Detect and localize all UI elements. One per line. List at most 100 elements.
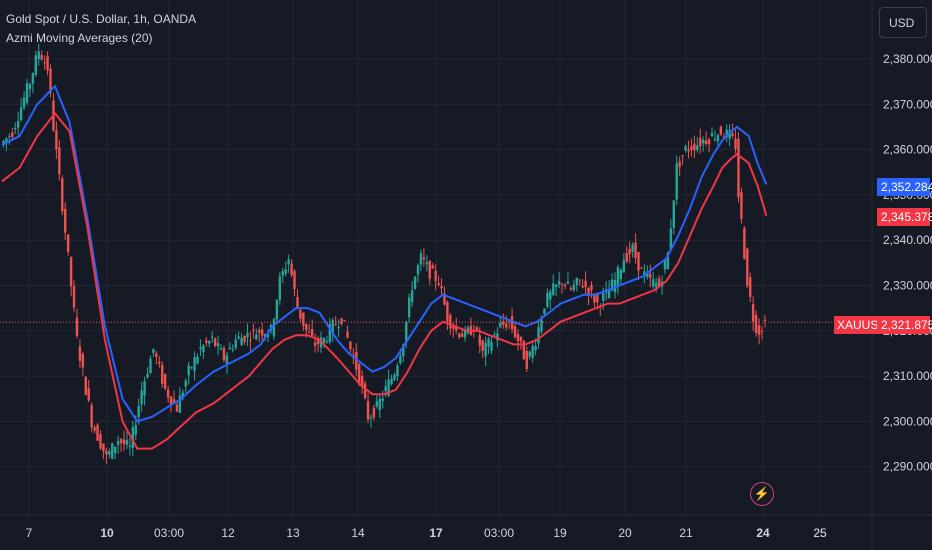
candle: [428, 259, 431, 285]
candle: [143, 376, 146, 406]
x-tick-label: 24: [756, 526, 770, 540]
candle: [619, 268, 623, 285]
candle: [481, 339, 484, 359]
candle: [696, 137, 699, 153]
candle: [531, 340, 534, 363]
candle: [102, 443, 105, 460]
candle: [425, 255, 429, 272]
candle: [8, 133, 11, 145]
candle: [763, 315, 767, 328]
candle: [587, 286, 590, 306]
candle: [158, 355, 161, 368]
candle: [381, 390, 384, 409]
candle: [108, 448, 111, 459]
x-tick-label: 17: [429, 526, 443, 540]
candle: [308, 324, 311, 334]
candle: [575, 277, 578, 292]
candle: [16, 111, 20, 138]
y-tick-label: 2,360.000: [883, 143, 932, 157]
candle: [234, 333, 237, 351]
candle: [537, 320, 540, 349]
symbol-tag: XAUUSD: [834, 316, 887, 334]
candle: [328, 318, 332, 345]
candle: [225, 352, 229, 374]
candle: [484, 336, 487, 367]
candle: [199, 339, 202, 356]
candle: [5, 137, 8, 152]
candle: [437, 275, 440, 287]
candle: [43, 55, 46, 70]
candle: [719, 125, 723, 136]
candle: [396, 362, 399, 382]
y-tick-label: 2,340.000: [883, 233, 932, 247]
candle: [710, 127, 714, 137]
currency-button[interactable]: USD: [879, 7, 927, 38]
candle: [654, 277, 658, 293]
candle: [687, 140, 690, 159]
candle: [284, 261, 287, 277]
candle: [296, 289, 299, 310]
candle: [725, 124, 728, 143]
candle: [155, 350, 158, 365]
candle: [128, 437, 132, 456]
symbol-title[interactable]: Gold Spot / U.S. Dollar, 1h, OANDA: [6, 12, 197, 26]
candle: [546, 288, 549, 309]
candle: [272, 317, 276, 340]
last-price-tag: 2,321.875: [877, 316, 932, 334]
x-tick-label: 7: [26, 526, 33, 540]
y-tick-label: 2,300.000: [883, 414, 932, 428]
candle: [625, 246, 628, 264]
candle: [502, 313, 505, 329]
candle: [569, 285, 573, 291]
candle: [704, 131, 708, 147]
candle: [161, 361, 164, 389]
candle: [669, 219, 673, 251]
candle: [554, 284, 558, 296]
candle: [751, 296, 755, 331]
candle: [572, 279, 576, 293]
candle: [228, 341, 232, 350]
candle: [349, 340, 352, 355]
indicator-title[interactable]: Azmi Moving Averages (20): [6, 31, 153, 45]
candles: [2, 43, 767, 464]
candle: [187, 361, 190, 385]
candle: [208, 339, 211, 348]
candle: [231, 344, 234, 353]
candle: [734, 128, 737, 154]
y-tick-label: 2,380.000: [883, 52, 932, 66]
candle: [249, 331, 252, 351]
candle: [184, 378, 187, 393]
candle: [216, 335, 220, 356]
candle: [760, 326, 764, 340]
candle: [690, 138, 693, 157]
candle: [125, 431, 129, 449]
candle: [78, 339, 82, 368]
candle: [431, 262, 434, 269]
candle: [675, 155, 678, 206]
lightning-icon[interactable]: ⚡: [750, 482, 774, 506]
candle: [243, 335, 246, 345]
y-tick-label: 2,370.000: [883, 97, 932, 111]
candle: [684, 144, 687, 153]
candle: [293, 269, 296, 297]
x-tick-label: 03:00: [154, 526, 184, 540]
x-tick-label: 12: [221, 526, 235, 540]
candle: [211, 331, 214, 343]
candle: [281, 267, 284, 284]
candle: [40, 50, 43, 61]
candle: [166, 385, 170, 403]
candle: [369, 414, 373, 428]
candle: [287, 254, 290, 273]
y-tick-label: 2,330.000: [883, 279, 932, 293]
candle: [549, 288, 552, 310]
candle: [275, 298, 279, 324]
candle: [122, 430, 126, 451]
candle: [299, 309, 302, 324]
candle: [713, 130, 717, 142]
candle: [72, 280, 76, 313]
candle: [302, 312, 305, 331]
candle: [737, 131, 740, 203]
candle: [278, 272, 282, 306]
candle: [581, 279, 584, 289]
